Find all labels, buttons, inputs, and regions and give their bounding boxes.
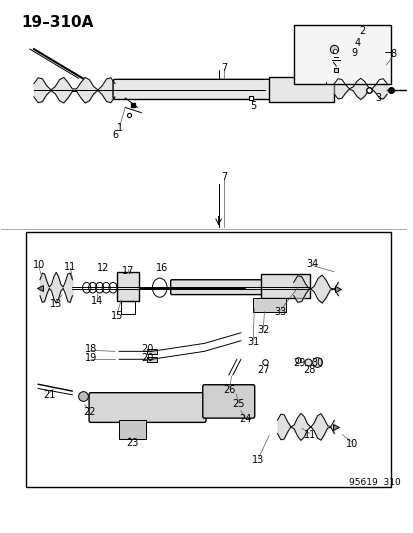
Text: 18: 18 — [84, 344, 97, 354]
Bar — [146, 357, 157, 362]
Text: 24: 24 — [238, 414, 251, 424]
Text: 17: 17 — [122, 266, 134, 276]
Bar — [146, 349, 157, 354]
Bar — [26, 232, 390, 487]
Text: 31: 31 — [247, 337, 259, 347]
Text: 21: 21 — [43, 390, 55, 400]
Bar — [117, 272, 139, 301]
Text: 7: 7 — [220, 63, 226, 72]
Text: 15: 15 — [111, 311, 123, 321]
Text: 7: 7 — [220, 172, 226, 182]
Text: 30: 30 — [311, 358, 323, 368]
Text: 16: 16 — [155, 263, 168, 273]
Text: 28: 28 — [302, 365, 315, 375]
Text: 3: 3 — [374, 93, 380, 103]
Text: 33: 33 — [274, 306, 286, 317]
Text: 8: 8 — [389, 50, 395, 59]
Text: 25: 25 — [232, 399, 244, 409]
FancyBboxPatch shape — [89, 393, 206, 422]
Text: 32: 32 — [256, 325, 269, 335]
Text: 23: 23 — [126, 438, 138, 448]
Text: 22: 22 — [83, 407, 96, 417]
FancyBboxPatch shape — [170, 280, 262, 295]
Text: 13: 13 — [50, 298, 62, 309]
Bar — [252, 298, 285, 312]
Text: 4: 4 — [354, 38, 360, 48]
Text: 95619  310: 95619 310 — [348, 478, 399, 487]
Text: 12: 12 — [97, 263, 109, 273]
Text: 20: 20 — [141, 344, 153, 354]
Text: 34: 34 — [305, 259, 317, 269]
Text: 14: 14 — [90, 296, 103, 306]
Bar — [119, 420, 145, 439]
Text: 11: 11 — [64, 262, 76, 271]
Text: 19: 19 — [84, 353, 97, 363]
FancyBboxPatch shape — [113, 79, 271, 100]
FancyBboxPatch shape — [202, 385, 254, 418]
Text: 9: 9 — [351, 49, 357, 58]
Text: 29: 29 — [292, 358, 304, 368]
Bar — [269, 77, 334, 102]
Text: 19–310A: 19–310A — [21, 14, 94, 30]
Text: 6: 6 — [113, 130, 119, 140]
Text: 11: 11 — [303, 430, 315, 440]
Text: 2: 2 — [359, 26, 365, 36]
Text: 20: 20 — [141, 353, 153, 362]
Text: 10: 10 — [33, 260, 45, 270]
Bar — [261, 274, 309, 298]
Text: 1: 1 — [116, 123, 123, 133]
Text: 26: 26 — [223, 384, 235, 394]
Bar — [293, 25, 390, 84]
Text: 5: 5 — [249, 101, 256, 111]
Text: 13: 13 — [252, 455, 264, 465]
Text: 27: 27 — [256, 365, 269, 375]
Text: 10: 10 — [346, 439, 358, 449]
